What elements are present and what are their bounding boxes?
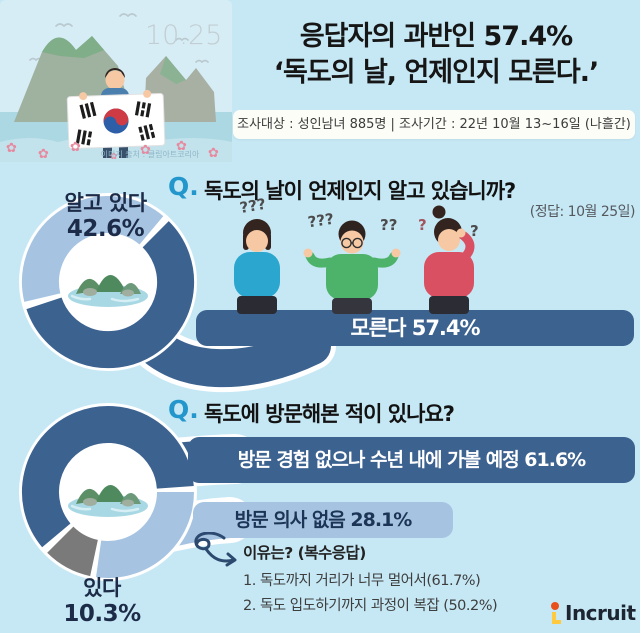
date-1025-label: 10.25	[145, 20, 222, 51]
svg-text:✿: ✿	[70, 140, 81, 155]
q2-plan-to-visit-bar: 방문 경험 없으나 수년 내에 가볼 예정 61.6%	[188, 437, 635, 483]
main-title-line1: 응답자의 과반인 57.4%	[299, 21, 573, 52]
question-marks-1: ???	[238, 196, 267, 217]
korean-flag	[66, 89, 166, 150]
reason-item-2: 2. 독도 입도하기까지 과정이 복잡 (50.2%)	[243, 598, 498, 614]
main-title-line2: ‘독도의 날, 언제인지 모른다.’	[273, 57, 599, 88]
q1-answer-note: (정답: 10월 25일)	[529, 204, 636, 220]
person-blue	[234, 219, 280, 314]
q2-visited-text: 있다	[83, 576, 121, 600]
q1-know-text: 알고 있다	[64, 191, 147, 215]
question-mark-4: ?	[418, 216, 427, 234]
svg-text:✿: ✿	[110, 152, 118, 162]
q2-question: 독도에 방문해본 적이 있나요?	[204, 402, 455, 426]
q1-question: 독도의 날이 언제인지 알고 있습니까?	[204, 179, 516, 203]
incruit-logo: Incruit	[549, 601, 636, 625]
question-mark-5: ?	[470, 222, 479, 240]
incruit-person-icon	[551, 602, 561, 624]
q2-visited-label: 있다 10.3%	[22, 576, 182, 628]
person-green	[303, 220, 401, 314]
person-red	[424, 205, 475, 314]
curly-arrow-icon	[194, 532, 237, 567]
flower-icons: ✿ ✿ ✿ ✿ ✿ ✿ ✿	[6, 139, 219, 162]
image-credit-caption: 이미지 출처 : 클립아트코리아	[100, 150, 200, 159]
incruit-logo-text: Incruit	[565, 601, 636, 625]
svg-text:✿: ✿	[6, 141, 17, 156]
q2-visited-value: 10.3%	[63, 601, 141, 627]
svg-text:✿: ✿	[208, 146, 219, 161]
survey-info-box: 조사대상 : 성인남녀 885명 | 조사기간 : 22년 10월 13~16일…	[233, 110, 635, 139]
svg-text:✿: ✿	[38, 147, 49, 162]
confused-people-illustration: ??? ??? ?? ? ?	[234, 196, 479, 314]
q2-mark: Q.	[168, 395, 199, 424]
svg-text:✿: ✿	[140, 143, 151, 158]
q1-know-label: 알고 있다 42.6%	[18, 191, 193, 243]
question-marks-3: ??	[380, 216, 397, 234]
dokdo-day-illustration: ✿ ✿ ✿ ✿ ✿ ✿ ✿ 10.25	[0, 0, 232, 162]
reason-item-1: 1. 독도까지 거리가 너무 멀어서(61.7%)	[243, 573, 481, 589]
question-marks-2: ???	[307, 210, 335, 231]
q1-know-value: 42.6%	[66, 216, 145, 242]
reasons-heading: 이유는? (복수응답)	[243, 544, 366, 562]
svg-text:✿: ✿	[176, 139, 187, 154]
